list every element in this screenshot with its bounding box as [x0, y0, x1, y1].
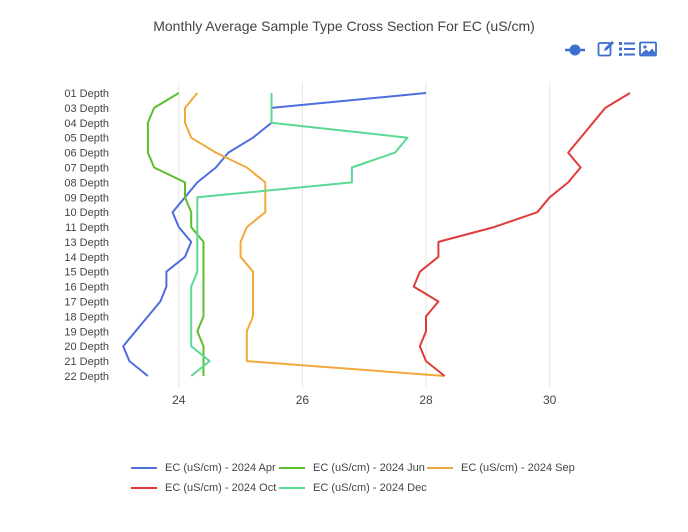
legend-swatch — [131, 487, 157, 490]
series-line-4[interactable] — [190, 93, 409, 377]
y-tick-label: 17 Depth — [64, 297, 109, 309]
y-tick-label: 10 Depth — [64, 207, 109, 219]
y-tick-label: 22 Depth — [64, 371, 109, 383]
plot-area: 01 Depth 03 Depth 04 Depth 05 Depth 06 Depth… — [64, 82, 631, 407]
add-trace-icon — [565, 44, 585, 56]
y-tick-label: 13 Depth — [64, 237, 109, 249]
y-tick-label: 05 Depth — [64, 133, 109, 145]
y-tick-label: 11 Depth — [65, 222, 109, 234]
legend-label: EC (uS/cm) - 2024 Oct — [165, 482, 277, 495]
legend: EC (uS/cm) - 2024 Apr EC (uS/cm) - 2024 J… — [0, 460, 688, 500]
image-icon — [639, 41, 657, 57]
add-trace-button[interactable] — [564, 40, 585, 60]
grid — [178, 82, 551, 388]
y-tick-label: 21 Depth — [64, 356, 109, 368]
edit-icon — [597, 41, 614, 57]
legend-swatch — [131, 467, 157, 470]
series-line-0[interactable] — [122, 92, 427, 377]
legend-item[interactable]: EC (uS/cm) - 2024 Dec — [279, 482, 427, 498]
x-tick-label: 24 — [172, 393, 186, 407]
list-icon — [619, 42, 635, 56]
y-axis-ticks: 01 Depth 03 Depth 04 Depth 05 Depth 06 Depth… — [64, 88, 109, 383]
series-line-2[interactable] — [184, 92, 445, 377]
list-button[interactable] — [618, 40, 638, 60]
legend-item[interactable]: EC (uS/cm) - 2024 Apr — [131, 462, 276, 478]
legend-swatch — [279, 467, 305, 470]
y-tick-label: 07 Depth — [64, 162, 109, 174]
legend-swatch — [427, 467, 453, 470]
image-button[interactable] — [639, 40, 659, 60]
legend-item[interactable]: EC (uS/cm) - 2024 Sep — [427, 462, 575, 478]
y-tick-label: 01 Depth — [64, 88, 109, 100]
y-tick-label: 06 Depth — [64, 148, 109, 160]
y-tick-label: 08 Depth — [64, 177, 109, 189]
y-tick-label: 03 Depth — [64, 103, 109, 115]
chart-title: Monthly Average Sample Type Cross Sectio… — [153, 18, 535, 34]
y-tick-label: 19 Depth — [64, 326, 109, 338]
x-tick-label: 30 — [543, 393, 557, 407]
y-tick-label: 09 Depth — [64, 192, 109, 204]
edit-button[interactable] — [597, 40, 617, 60]
x-tick-label: 26 — [296, 393, 310, 407]
series-lines — [122, 92, 631, 377]
y-tick-label: 04 Depth — [64, 118, 109, 130]
y-tick-label: 20 Depth — [64, 341, 109, 353]
legend-label: EC (uS/cm) - 2024 Apr — [165, 462, 276, 475]
x-tick-label: 28 — [419, 393, 433, 407]
y-tick-label: 14 Depth — [64, 252, 109, 264]
legend-label: EC (uS/cm) - 2024 Dec — [313, 482, 427, 495]
legend-label: EC (uS/cm) - 2024 Jun — [313, 462, 425, 475]
legend-item[interactable]: EC (uS/cm) - 2024 Oct — [131, 482, 276, 498]
legend-label: EC (uS/cm) - 2024 Sep — [461, 462, 575, 475]
legend-swatch — [279, 487, 305, 490]
y-tick-label: 18 Depth — [64, 311, 109, 323]
y-tick-label: 16 Depth — [64, 282, 109, 294]
x-axis-ticks: 24 26 28 30 — [172, 393, 557, 407]
y-tick-label: 15 Depth — [64, 267, 109, 279]
legend-item[interactable]: EC (uS/cm) - 2024 Jun — [279, 462, 425, 478]
series-line-3[interactable] — [412, 92, 631, 377]
series-line-1[interactable] — [146, 92, 205, 376]
